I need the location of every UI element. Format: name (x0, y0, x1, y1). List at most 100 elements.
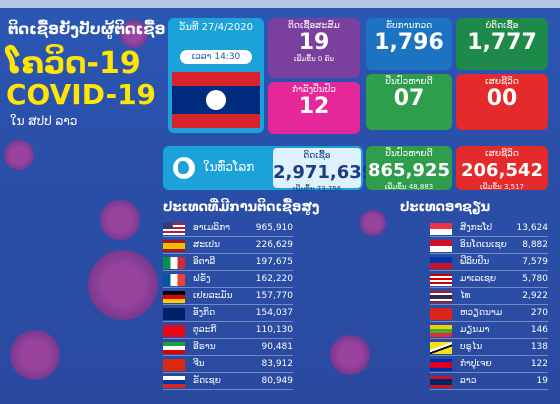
row-divider (430, 389, 548, 390)
world-recovered-label: ປິ່ນປົວຫາຍດີ (385, 149, 433, 159)
row-divider (430, 253, 548, 254)
top-countries-title: ປະເທດທີ່ມີການຕິດເຊື້ອສູງ (163, 200, 320, 215)
world-deaths-note: ເພີ່ມຂຶ້ນ 3,517 (479, 183, 524, 191)
country-value: 270 (530, 308, 548, 318)
country-flag-icon (163, 291, 185, 303)
list-item: ຟີລິບປິນ 7,579 (430, 255, 548, 271)
country-name: ຣັດເຊຍ (193, 376, 221, 386)
country-name: ຝຣັ່ງ (193, 274, 211, 284)
list-item: ເຢຍລະມັນ 157,770 (163, 289, 293, 305)
deaths-label: ເສຍຊີວິດ (485, 77, 519, 87)
header-line: ຕິດເຊື້ອຍັງປັບຜູ້ຕິດເຊື້ອ (8, 20, 166, 38)
country-value: 138 (530, 342, 548, 352)
country-flag-icon (163, 342, 185, 354)
country-flag-icon (430, 223, 452, 235)
covid-title: COVID-19 (6, 78, 157, 111)
country-name: ສິງກະໂປ (460, 223, 493, 233)
country-value: 965,910 (255, 223, 293, 233)
country-value: 157,770 (255, 291, 293, 301)
row-divider (163, 270, 293, 271)
country-name: ລາວ (460, 376, 477, 386)
deaths-card: ເສຍຊີວິດ 00 (456, 74, 548, 130)
row-divider (163, 321, 293, 322)
country-name: ຟີລິບປິນ (460, 257, 490, 267)
country-name: ອັງກິດ (193, 308, 216, 318)
country-name: ຫວຽດນາມ (460, 308, 503, 318)
list-item: ອີຣານ 90,481 (163, 340, 293, 356)
country-name: ອີຣານ (193, 342, 216, 352)
list-item: ອາເມລິກາ 965,910 (163, 221, 293, 237)
country-flag-icon (163, 274, 185, 286)
list-item: ສິງກະໂປ 13,624 (430, 221, 548, 237)
country-flag-icon (430, 274, 452, 286)
row-divider (430, 287, 548, 288)
recovered-value: 07 (393, 86, 425, 111)
country-flag-icon (430, 308, 452, 320)
country-value: 5,780 (522, 274, 548, 284)
row-divider (430, 236, 548, 237)
row-divider (163, 236, 293, 237)
country-name: ຈີນ (193, 359, 205, 369)
country-value: 110,130 (255, 325, 293, 335)
row-divider (163, 338, 293, 339)
country-flag-icon (430, 359, 452, 371)
world-recovered-note: ເພີ່ມຂຶ້ນ 48,883 (384, 183, 434, 191)
laos-flag-icon (172, 72, 260, 128)
country-value: 2,922 (522, 291, 548, 301)
row-divider (163, 253, 293, 254)
country-name: ມາເລເຊຍ (460, 274, 497, 284)
row-divider (163, 389, 293, 390)
world-recovered-card: ປິ່ນປົວຫາຍດີ 865,925 ເພີ່ມຂຶ້ນ 48,883 (366, 146, 452, 191)
country-flag-icon (163, 223, 185, 235)
virus-decoration-icon (10, 330, 60, 380)
list-item: ຫວຽດນາມ 270 (430, 306, 548, 322)
country-value: 8,882 (522, 240, 548, 250)
cumulative-value: 19 (298, 30, 330, 55)
country-value: 7,579 (522, 257, 548, 267)
world-card: ໃນທົ່ວໂລກ ຕິດເຊື້ອ 2,971,639 ເພີ່ມຂຶ້ນ 7… (163, 146, 374, 193)
negative-label: ບໍ່ຕິດເຊື້ອ (485, 21, 519, 31)
country-flag-icon (430, 325, 452, 337)
country-value: 19 (536, 376, 548, 386)
country-name: ສະເປນ (193, 240, 220, 250)
country-value: 197,675 (255, 257, 293, 267)
virus-decoration-icon (100, 200, 140, 240)
list-item: ກຳປູເຈຍ 122 (430, 357, 548, 373)
asean-title: ປະເທດອາຊຽນ (400, 200, 491, 215)
row-divider (430, 372, 548, 373)
page-subtitle: ໃນ ສປປ ລາວ (10, 114, 78, 128)
row-divider (163, 355, 293, 356)
date-card: ວັນທີ 27/4/2020 ເວລາ 14:30 (168, 18, 264, 133)
list-item: ອິນໂດເນເຊຍ 8,882 (430, 238, 548, 254)
list-item: ສະເປນ 226,629 (163, 238, 293, 254)
country-value: 226,629 (255, 240, 293, 250)
row-divider (430, 270, 548, 271)
country-name: ໄທ (460, 291, 471, 301)
country-value: 146 (530, 325, 548, 335)
list-item: ໄທ 2,922 (430, 289, 548, 305)
list-item: ຣັດເຊຍ 80,949 (163, 374, 293, 390)
country-flag-icon (163, 257, 185, 269)
negative-card: ບໍ່ຕິດເຊື້ອ 1,777 (456, 18, 548, 70)
virus-decoration-icon (330, 335, 370, 375)
list-item: ຕຸລະກີ 110,130 (163, 323, 293, 339)
country-flag-icon (163, 376, 185, 388)
world-recovered-value: 865,925 (368, 160, 450, 181)
country-name: ເຢຍລະມັນ (193, 291, 233, 301)
globe-icon (173, 157, 195, 179)
world-cases-note: ເພີ່ມຂຶ້ນ 73,756 (292, 185, 342, 193)
cumulative-label: ຕິດເຊື້ອສະສົມ (288, 21, 340, 31)
row-divider (163, 304, 293, 305)
country-name: ບຣູໄນ (460, 342, 483, 352)
recovered-label: ປິ່ນປົວຫາຍດີ (385, 77, 433, 87)
treating-card: ກຳລັງປິ່ນປົວ 12 (268, 82, 360, 134)
country-flag-icon (163, 325, 185, 337)
world-cases-label: ຕິດເຊື້ອ (303, 151, 331, 161)
list-item: ອັງກິດ 154,037 (163, 306, 293, 322)
date-text: ວັນທີ 27/4/2020 (179, 22, 253, 33)
deaths-value: 00 (486, 86, 518, 111)
row-divider (430, 321, 548, 322)
list-item: ລາວ 19 (430, 374, 548, 390)
country-flag-icon (430, 291, 452, 303)
